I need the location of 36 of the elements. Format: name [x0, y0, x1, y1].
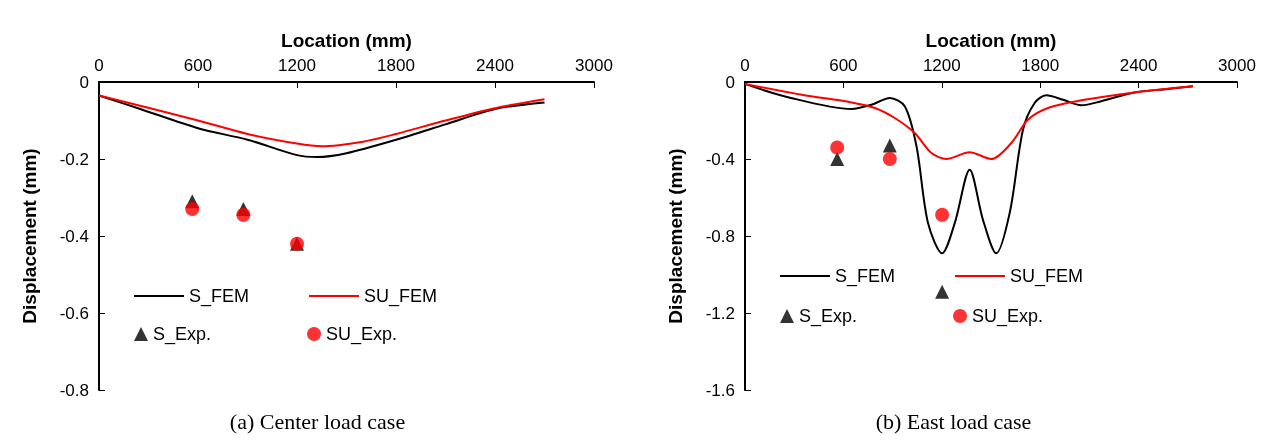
y-tick-label: -1.6: [705, 380, 735, 400]
x-tick-label: 2400: [1119, 56, 1158, 75]
y-tick-label: -0.4: [59, 226, 89, 246]
y-tick-label: -0.8: [59, 380, 89, 400]
y-axis-title: Displacement (mm): [665, 148, 686, 324]
text: (b) East load case: [875, 408, 1032, 434]
x-axis-title: Location (mm): [281, 30, 412, 51]
legend-label: SU_FEM: [364, 286, 438, 307]
x-tick-label: 0: [94, 56, 104, 75]
y-tick-label: -0.4: [705, 149, 735, 169]
legend-label: SU_Exp.: [326, 324, 398, 345]
x-tick-label: 3000: [575, 56, 613, 75]
x-tick-label: 3000: [1218, 56, 1256, 75]
x-tick-label: 1800: [1021, 56, 1060, 75]
legend-label: SU_Exp.: [972, 306, 1044, 327]
legend-label: S_Exp.: [799, 306, 858, 327]
x-tick-label: 1800: [377, 56, 415, 75]
legend-label: S_Exp.: [153, 324, 212, 345]
y-tick-label: 0: [725, 72, 735, 92]
x-tick-label: 600: [183, 56, 213, 75]
x-axis-title: Location (mm): [925, 30, 1057, 51]
text: (a) Center load case: [229, 408, 406, 434]
y-tick-label: 0: [79, 72, 89, 92]
legend-label: S_FEM: [189, 286, 250, 307]
y-tick-label: -0.8: [705, 226, 735, 246]
y-tick-label: -1.2: [705, 303, 735, 323]
legend-label: SU_FEM: [1010, 266, 1084, 287]
y-axis-title: Displacement (mm): [19, 148, 40, 324]
x-tick-label: 1200: [278, 56, 316, 75]
x-tick-label: 600: [829, 56, 858, 75]
y-tick-label: -0.2: [59, 149, 89, 169]
legend-label: S_FEM: [835, 266, 896, 287]
x-tick-label: 2400: [476, 56, 514, 75]
y-tick-label: -0.6: [59, 303, 89, 323]
x-tick-label: 1200: [922, 56, 961, 75]
x-tick-label: 0: [740, 56, 750, 75]
